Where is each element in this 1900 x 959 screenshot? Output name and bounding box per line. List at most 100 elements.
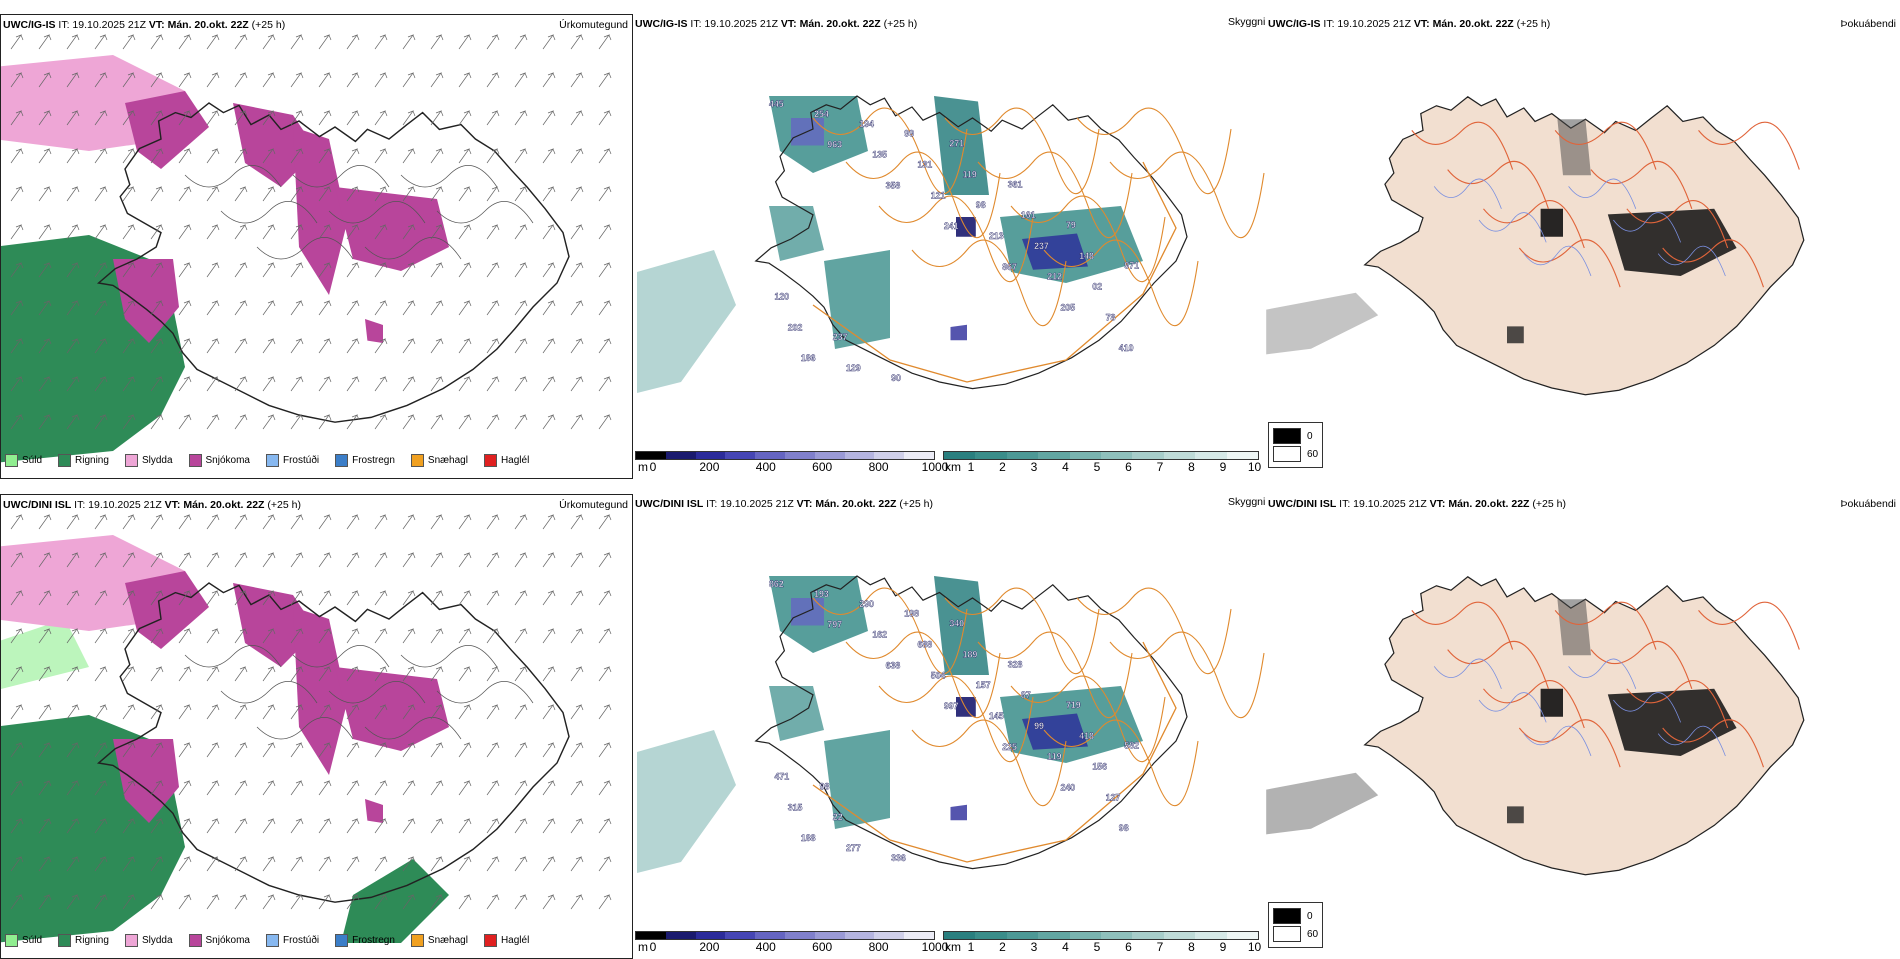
fog-legend-item: 0 (1273, 908, 1318, 924)
colorbar-tick: 5 (1093, 460, 1101, 474)
colorbar-cell (1101, 932, 1133, 939)
colorbar-cell (874, 932, 905, 939)
legend-label: Slydda (141, 935, 173, 946)
ceiling-label: 198 (904, 609, 919, 619)
legend-swatch (124, 934, 138, 947)
legend-item: Frostregn (335, 454, 405, 467)
ceiling-label: 202 (788, 322, 803, 332)
colorbar-tick: 2 (999, 940, 1006, 954)
ceiling-label: 99 (1034, 721, 1044, 731)
colorbar-cell (665, 932, 696, 939)
ceiling-label: 194 (859, 119, 874, 129)
colorbar-cell (944, 452, 976, 459)
colorbar-cell (1132, 932, 1164, 939)
map-canvas: 862 797 638 997 225 240 98 193 162 504 145 119 127 18… (637, 575, 1265, 873)
ceiling-label: 254 (814, 109, 829, 119)
ceiling-label: 78 (1106, 312, 1116, 322)
legend-item: Snjókoma (188, 454, 260, 467)
fog-indicator-panel: 0 60 UWC/IG-IS IT: 19.10.2025 21Z VT: Mán.… (1266, 14, 1900, 479)
visibility-panel: 445 963 358 241 867 205 410 254 135 121 213 212 78 18… (633, 14, 1266, 479)
model-name: UWC/IG-IS (3, 19, 56, 31)
colorbar-tick: 600 (812, 460, 833, 474)
lead-time: (+25 h) (267, 499, 301, 511)
ceiling-label: 79 (1066, 220, 1076, 230)
colorbar-tick: 400 (755, 940, 776, 954)
colorbar-tick: 6 (1125, 460, 1132, 474)
ceiling-label: 205 (1061, 303, 1076, 313)
colorbar-cell (814, 932, 845, 939)
legend-item: Slydda (124, 934, 183, 947)
colorbar-tick: 1 (967, 460, 975, 474)
lead-time: (+25 h) (1516, 18, 1551, 30)
ceiling-label: 148 (1079, 251, 1094, 261)
legend-label: Snæhagl (427, 935, 468, 946)
ceiling-label: 328 (1008, 659, 1023, 669)
colorbar-cell (1195, 932, 1227, 939)
colorbar-cell (665, 452, 696, 459)
colorbar-cell (725, 452, 756, 459)
colorbar-unit: km (945, 460, 961, 474)
ceiling-label: 120 (775, 292, 790, 302)
colorbar-cell (814, 452, 845, 459)
valid-time: Mán. 20.okt. 22Z (799, 18, 881, 30)
colorbar-tick: 4 (1062, 460, 1069, 474)
colorbar-tick: 10 (1247, 460, 1262, 474)
lead-time: (+25 h) (883, 18, 918, 30)
colorbar-tick: 1 (967, 940, 975, 954)
ceiling-colorbar: m 0 200 400 600 800 1000 (635, 931, 948, 954)
ceiling-label: 225 (1002, 742, 1017, 752)
fog-legend-item: 0 (1273, 428, 1318, 444)
ceiling-label: 87 (1021, 690, 1031, 700)
ceiling-label: 290 (859, 599, 874, 609)
legend-label: Snjókoma (205, 935, 250, 946)
panel-title: Þokuábendi (1840, 18, 1896, 30)
colorbar-tick: 600 (812, 940, 833, 954)
colorbar-cell (904, 452, 934, 459)
legend-swatch (5, 454, 18, 467)
ceiling-label: 98 (820, 781, 830, 791)
colorbar-tick: 7 (1156, 460, 1164, 474)
legend-item: Haglél (483, 454, 539, 467)
colorbar-cell (636, 932, 666, 939)
ceiling-label: 22 (833, 812, 843, 822)
ceiling-label: 213 (989, 231, 1004, 241)
map-canvas: 445 963 358 241 867 205 410 254 135 121 213 212 78 18… (637, 95, 1265, 393)
ceiling-label: 277 (846, 843, 861, 853)
legend-item: Frostúði (265, 934, 329, 947)
colorbar-cell (975, 932, 1007, 939)
colorbar-tick: 0 (649, 460, 657, 474)
panel-title: Úrkomutegund (559, 499, 628, 511)
visibility-colorbar-strip (943, 451, 1259, 460)
ceiling-colorbar: m 0 200 400 600 800 1000 (635, 451, 948, 474)
legend-label: Frostregn (352, 455, 395, 466)
ceiling-label: 162 (872, 630, 887, 640)
ceiling-label: 121 (931, 190, 946, 200)
lead-time: (+25 h) (251, 19, 286, 31)
colorbar-cell (1163, 932, 1196, 939)
valid-time-label: VT: (796, 498, 813, 510)
legend-label: Snæhagl (427, 455, 468, 466)
ceiling-label: 129 (846, 363, 861, 373)
ceiling-label: 135 (872, 150, 887, 160)
fog-legend: 0 60 (1268, 422, 1324, 468)
legend-label: Snjókoma (205, 455, 250, 466)
colorbar-cell (695, 932, 726, 939)
colorbar-cell (636, 452, 666, 459)
legend-label: Frostúði (282, 935, 320, 946)
precip-type-panel: Súld Rigning Slydda Snjókoma Frostúði Frostre… (0, 14, 633, 479)
legend-swatch (58, 454, 72, 467)
ceiling-label: 971 (1124, 261, 1139, 271)
legend-item: Rigning (58, 934, 119, 947)
legend-swatch (124, 454, 138, 467)
ceiling-label: 193 (814, 589, 829, 599)
colorbar-cell (695, 452, 726, 459)
fog-legend-item: 60 (1273, 926, 1318, 942)
panel-header: UWC/IG-IS IT: 19.10.2025 21Z VT: Mán. 20… (635, 18, 917, 30)
legend-swatch (335, 934, 349, 947)
model-name: UWC/IG-IS (635, 18, 688, 30)
ceiling-label: 241 (944, 221, 959, 231)
legend-item: Snjókoma (188, 934, 260, 947)
legend-swatch (410, 934, 424, 947)
colorbar-tick: 10 (1247, 940, 1262, 954)
ceiling-label: 189 (963, 649, 978, 659)
